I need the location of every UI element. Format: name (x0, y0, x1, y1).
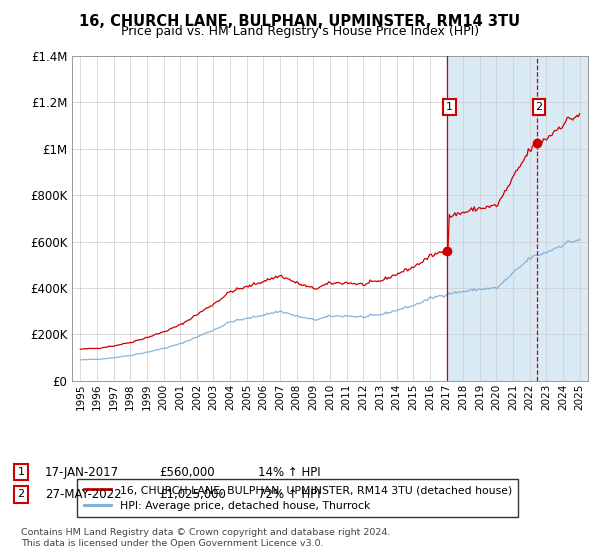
Text: 72% ↑ HPI: 72% ↑ HPI (258, 488, 320, 501)
Text: 17-JAN-2017: 17-JAN-2017 (45, 465, 119, 479)
Legend: 16, CHURCH LANE, BULPHAN, UPMINSTER, RM14 3TU (detached house), HPI: Average pri: 16, CHURCH LANE, BULPHAN, UPMINSTER, RM1… (77, 479, 518, 517)
Text: Price paid vs. HM Land Registry's House Price Index (HPI): Price paid vs. HM Land Registry's House … (121, 25, 479, 38)
Bar (447, 56, 536, 381)
Text: Contains HM Land Registry data © Crown copyright and database right 2024.
This d: Contains HM Land Registry data © Crown c… (21, 528, 391, 548)
Text: 2: 2 (536, 102, 542, 112)
Text: 27-MAY-2022: 27-MAY-2022 (45, 488, 122, 501)
Text: 1: 1 (446, 102, 453, 112)
Text: 2: 2 (17, 489, 25, 500)
Text: 14% ↑ HPI: 14% ↑ HPI (258, 465, 320, 479)
Text: £560,000: £560,000 (159, 465, 215, 479)
Text: 1: 1 (17, 467, 25, 477)
Text: £1,025,000: £1,025,000 (159, 488, 226, 501)
Text: 16, CHURCH LANE, BULPHAN, UPMINSTER, RM14 3TU: 16, CHURCH LANE, BULPHAN, UPMINSTER, RM1… (79, 14, 521, 29)
Bar (536, 56, 588, 381)
